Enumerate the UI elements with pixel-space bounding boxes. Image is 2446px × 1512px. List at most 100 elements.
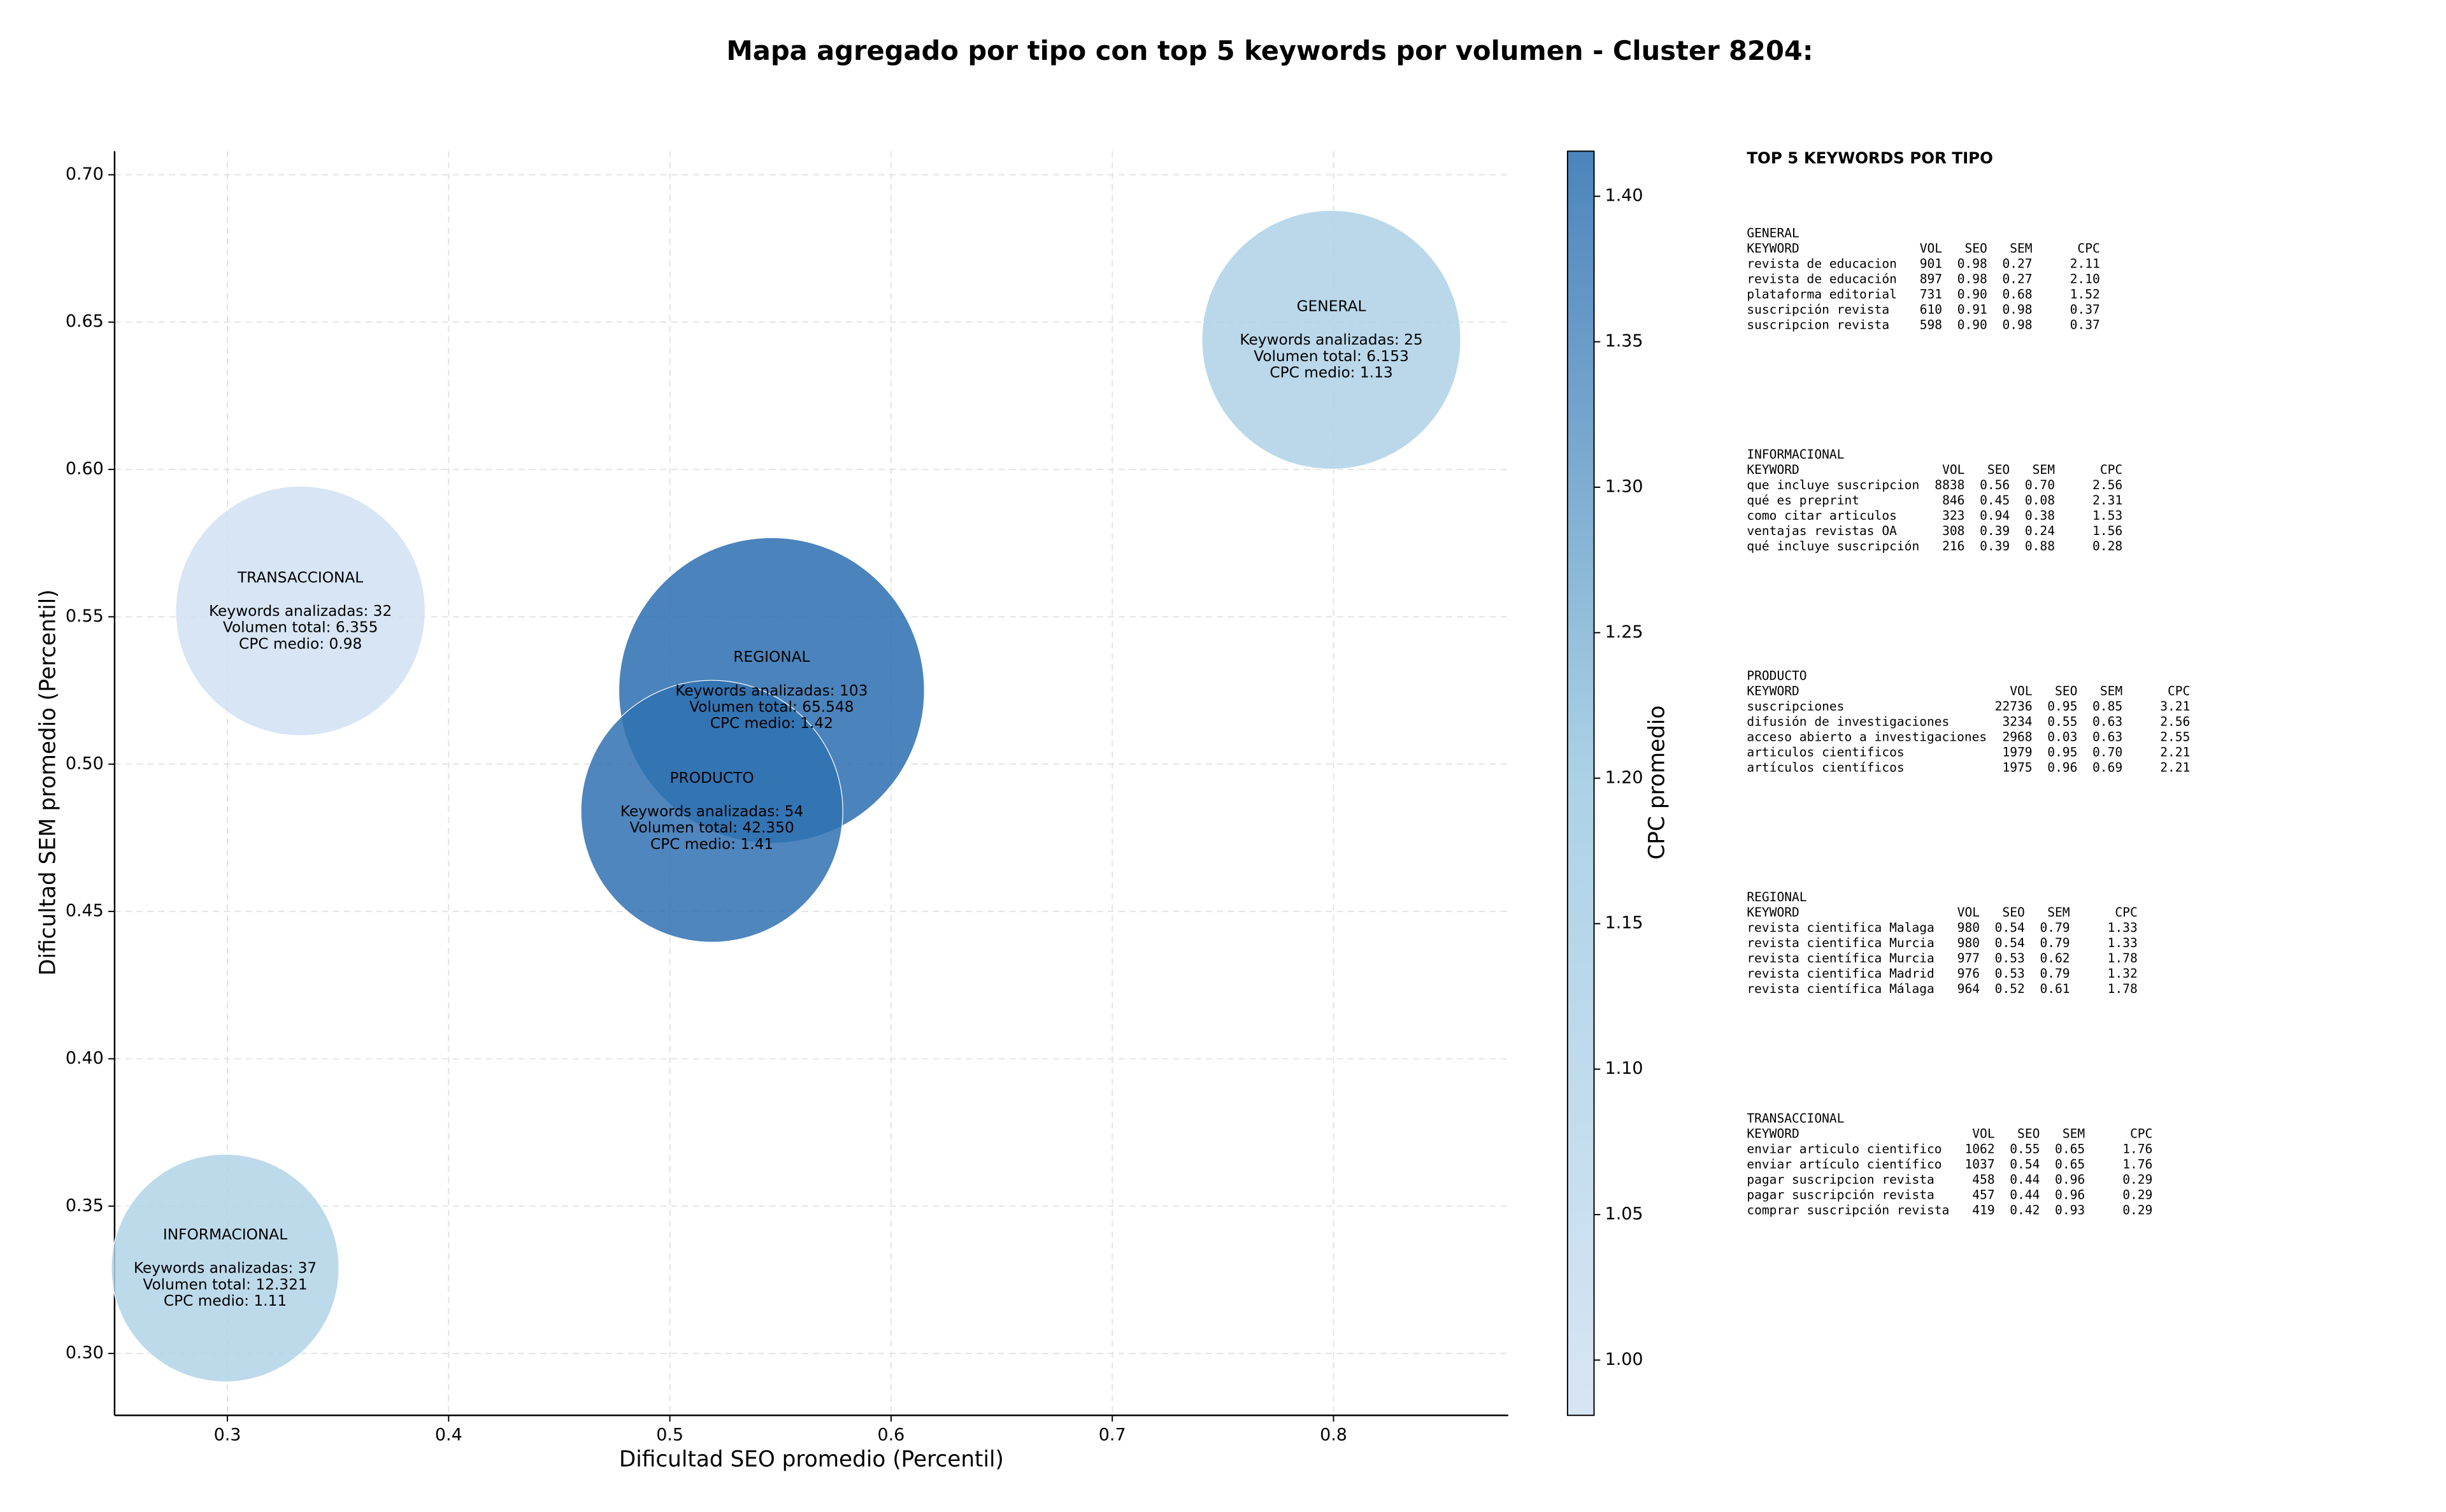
- table-cell: 2.21: [2160, 760, 2190, 775]
- bubble-label: INFORMACIONAL: [163, 1226, 287, 1243]
- bubble-annotation: Volumen total: 42.350: [629, 819, 794, 836]
- table-cell: 0.29: [2122, 1188, 2152, 1202]
- table-cell: suscripcion revista: [1747, 318, 1889, 332]
- table-cell: 0.54: [1995, 936, 2025, 950]
- column-header: CPC: [2115, 905, 2137, 920]
- table-cell: 2.56: [2160, 715, 2190, 729]
- bubble-annotation: Volumen total: 12.321: [143, 1276, 307, 1293]
- table-cell: revista cientifica Murcia: [1747, 936, 1934, 950]
- column-header: VOL: [1972, 1127, 1994, 1141]
- table-cell: 0.70: [2025, 478, 2055, 492]
- table-cell: 0.28: [2092, 539, 2122, 553]
- x-tick-label: 0.8: [1320, 1425, 1347, 1445]
- table-cell: 0.79: [2040, 936, 2070, 950]
- table-cell: 0.96: [2047, 760, 2077, 775]
- table-cell: 0.53: [1995, 966, 2025, 981]
- y-tick-label: 0.35: [66, 1195, 104, 1215]
- table-cell: 0.65: [2055, 1157, 2085, 1172]
- table-cell: 0.90: [1957, 318, 1987, 332]
- table-cell: revista de educación: [1747, 272, 1897, 287]
- panel-title: TOP 5 KEYWORDS POR TIPO: [1747, 149, 1993, 168]
- bubble-label: PRODUCTO: [670, 769, 754, 787]
- column-header: SEM: [2033, 462, 2055, 477]
- table-cell: 0.62: [2040, 951, 2070, 966]
- column-header: KEYWORD: [1747, 905, 1799, 920]
- table-cell: 0.98: [2002, 303, 2032, 317]
- table-cell: 1975: [2002, 760, 2032, 775]
- table-cell: 901: [1920, 257, 1942, 271]
- table-cell: 0.63: [2092, 715, 2122, 729]
- table-cell: 419: [1972, 1203, 1994, 1218]
- table-cell: 980: [1957, 936, 1980, 950]
- table-cell: 2.10: [2070, 272, 2100, 287]
- colorbar-label: CPC promedio: [1644, 706, 1670, 860]
- bubble-annotation: Keywords analizadas: 25: [1240, 331, 1422, 348]
- table-cell: 0.70: [2092, 745, 2122, 760]
- table-cell: 0.38: [2025, 508, 2055, 523]
- table-cell: revista de educacion: [1747, 257, 1897, 271]
- colorbar-tick-label: 1.05: [1605, 1204, 1643, 1224]
- table-cell: 3.21: [2160, 699, 2190, 714]
- table-cell: 2968: [2002, 730, 2032, 745]
- y-tick-label: 0.55: [66, 606, 104, 626]
- table-cell: acceso abierto a investigaciones: [1747, 730, 1987, 745]
- bubble-annotation: CPC medio: 0.98: [239, 635, 362, 652]
- column-header: CPC: [2168, 684, 2190, 699]
- colorbar-tick-label: 1.00: [1605, 1350, 1643, 1369]
- table-cell: 980: [1957, 920, 1980, 935]
- table-cell: 216: [1942, 539, 1964, 553]
- x-tick-label: 0.6: [878, 1425, 905, 1445]
- colorbar: [1566, 150, 1595, 1416]
- table-cell: 0.94: [1980, 508, 2010, 523]
- table-cell: 1.53: [2092, 508, 2122, 523]
- table-cell: 1.56: [2092, 524, 2122, 538]
- bubble-annotation: CPC medio: 1.11: [164, 1292, 287, 1309]
- table-cell: 2.56: [2092, 478, 2122, 492]
- table-cell: 610: [1920, 303, 1942, 317]
- table-cell: 457: [1972, 1188, 1994, 1202]
- table-cell: 0.91: [1957, 303, 1987, 317]
- chart-title: Mapa agregado por tipo con top 5 keyword…: [726, 35, 1813, 66]
- table-cell: suscripción revista: [1747, 303, 1889, 317]
- table-cell: revista cientifica Madrid: [1747, 966, 1934, 981]
- column-header: VOL: [1942, 462, 1964, 477]
- table-cell: revista científica Murcia: [1747, 951, 1934, 966]
- y-tick-label: 0.45: [66, 901, 104, 921]
- column-header: SEM: [2063, 1127, 2085, 1141]
- y-tick-label: 0.60: [66, 459, 104, 479]
- column-header: KEYWORD: [1747, 462, 1799, 477]
- table-cell: 0.61: [2040, 981, 2070, 996]
- bubble-annotation: Keywords analizadas: 103: [675, 682, 868, 699]
- table-cell: 1.76: [2122, 1142, 2152, 1157]
- table-cell: 731: [1920, 287, 1942, 302]
- table-cell: 3234: [2002, 715, 2032, 729]
- column-header: CPC: [2130, 1127, 2152, 1141]
- table-cell: 2.31: [2092, 493, 2122, 508]
- column-header: SEO: [2017, 1127, 2040, 1141]
- table-cell: 1.32: [2108, 966, 2138, 981]
- table-cell: 0.44: [2010, 1188, 2040, 1202]
- column-header: SEM: [2047, 905, 2070, 920]
- bubble-label: GENERAL: [1297, 298, 1366, 315]
- table-cell: 964: [1957, 981, 1980, 996]
- y-axis-label: Dificultad SEM promedio (Percentil): [36, 589, 61, 976]
- table-cell: 1.52: [2070, 287, 2100, 302]
- table-cell: suscripciones: [1747, 699, 1844, 714]
- colorbar-tick-label: 1.40: [1605, 186, 1643, 206]
- table-cell: 0.90: [1957, 287, 1987, 302]
- y-tick-label: 0.40: [66, 1048, 104, 1068]
- column-header: SEO: [2055, 684, 2077, 699]
- table-cell: 598: [1920, 318, 1942, 332]
- bubble-annotation: Volumen total: 65.548: [689, 699, 854, 716]
- table-cell: como citar articulos: [1747, 508, 1897, 523]
- table-cell: 323: [1942, 508, 1964, 523]
- table-cell: 0.69: [2092, 760, 2122, 775]
- table-cell: 1.78: [2108, 951, 2138, 966]
- table-cell: 8838: [1935, 478, 1964, 492]
- table-cell: 1979: [2002, 745, 2032, 760]
- column-header: SEO: [1987, 462, 2010, 477]
